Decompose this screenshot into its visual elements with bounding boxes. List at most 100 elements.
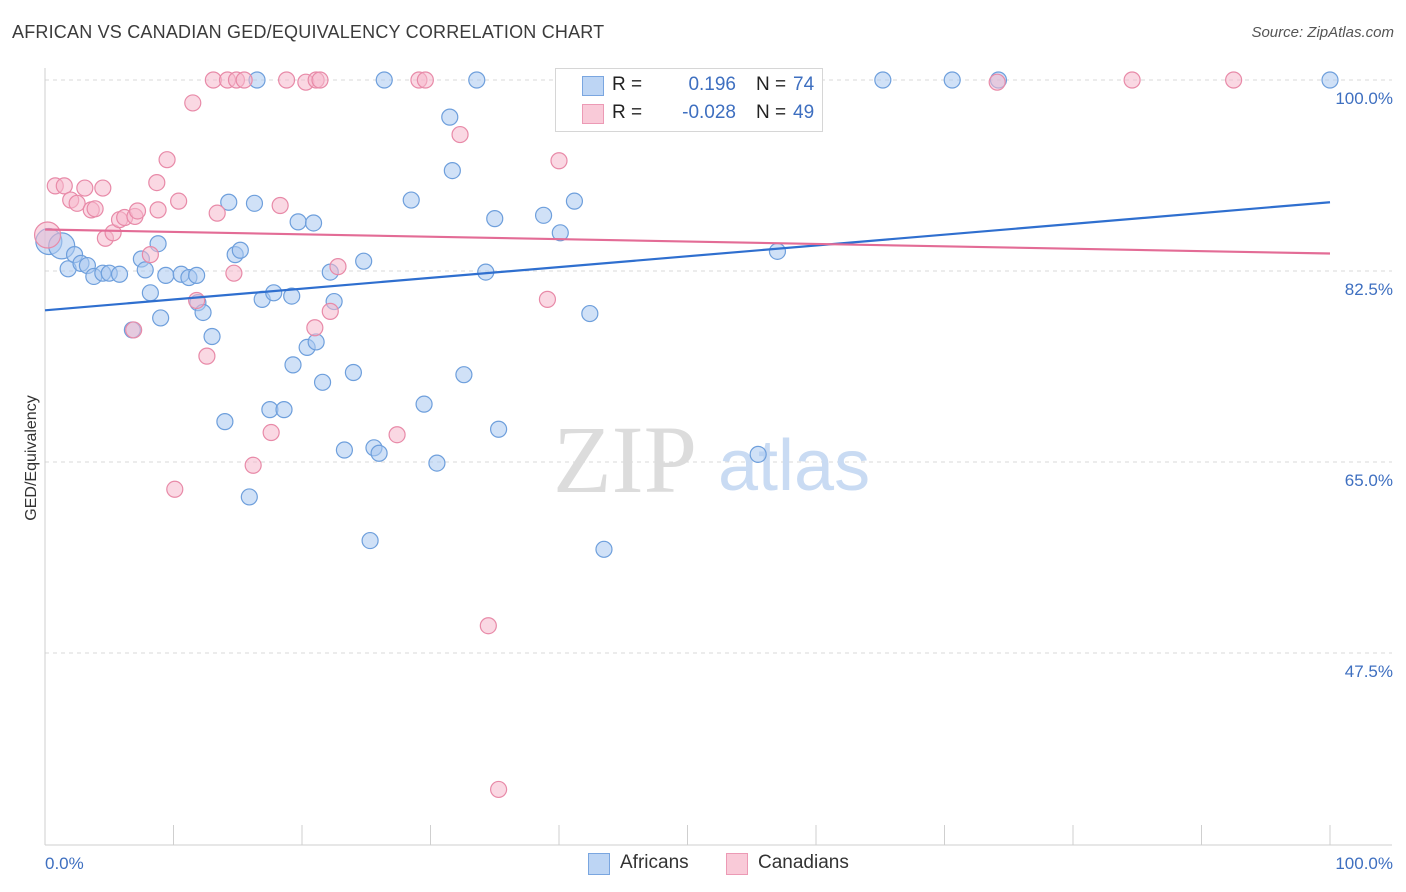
legend-label: Africans <box>620 852 689 873</box>
african-point <box>455 366 473 384</box>
african-point <box>203 327 221 346</box>
canadian-point <box>550 152 568 170</box>
african-point <box>375 71 393 89</box>
african-point <box>157 266 175 284</box>
y-tick-label: 65.0% <box>1345 471 1393 490</box>
grid-layer <box>45 79 1392 654</box>
r-label: R = <box>612 102 643 123</box>
canadian-point <box>451 125 469 144</box>
canadian-point <box>128 202 147 220</box>
r-value: 0.196 <box>688 74 736 95</box>
african-point <box>370 444 388 462</box>
african-point <box>284 356 302 374</box>
african-point <box>443 161 461 180</box>
watermark: ZIP atlas <box>553 406 870 513</box>
canadian-point <box>1123 71 1141 89</box>
canadians-swatch <box>726 853 748 875</box>
african-point <box>565 192 584 210</box>
y-tick-label: 47.5% <box>1345 662 1393 681</box>
african-point <box>275 401 293 419</box>
canadian-point <box>225 264 243 282</box>
canadian-point <box>262 423 280 442</box>
canadian-point <box>33 221 62 249</box>
african-point <box>534 206 553 224</box>
canadian-point <box>388 426 406 444</box>
african-point <box>283 287 301 305</box>
n-label: N = <box>756 102 787 123</box>
african-point <box>441 108 459 126</box>
y-axis-label: GED/Equivalency <box>23 395 40 520</box>
canadian-point <box>68 194 86 212</box>
african-point <box>304 214 323 232</box>
canadian-point <box>184 94 202 112</box>
african-point <box>874 71 892 89</box>
african-point <box>428 454 446 472</box>
canadian-point <box>166 480 184 498</box>
canadian-point <box>188 291 206 310</box>
legend-label: Canadians <box>758 852 849 873</box>
african-point <box>486 210 504 228</box>
r-value: -0.028 <box>682 102 736 123</box>
canadian-point <box>244 456 262 474</box>
n-label: N = <box>756 74 787 95</box>
africans-trend-line <box>44 201 1331 312</box>
african-point <box>152 309 170 327</box>
canadian-point <box>306 319 324 337</box>
canadian-point <box>277 71 296 89</box>
african-point <box>240 488 258 506</box>
canadian-point <box>170 192 188 210</box>
african-point <box>1321 71 1339 89</box>
canadian-point <box>321 302 339 320</box>
canadians-swatch <box>582 104 604 124</box>
african-point <box>216 413 234 431</box>
african-point <box>749 445 767 463</box>
canadian-point <box>1225 71 1243 89</box>
stats-legend: R = 0.196 N = 74 R = -0.028 N = 49 <box>555 68 823 132</box>
canadian-point <box>416 71 434 89</box>
african-point <box>231 241 249 259</box>
x-tick-label-start: 0.0% <box>45 854 84 873</box>
african-point <box>220 193 238 211</box>
tick-label-layer: 100.0% 82.5% 65.0% 47.5% 0.0% 100.0% <box>45 89 1393 873</box>
canadian-point <box>55 177 73 195</box>
african-point <box>490 420 508 438</box>
african-point <box>141 284 159 302</box>
canadian-point <box>538 290 557 308</box>
watermark-zip: ZIP <box>553 406 697 513</box>
african-point <box>768 242 787 260</box>
african-point <box>355 252 373 270</box>
canadian-point <box>208 204 226 222</box>
canadian-point <box>271 196 289 215</box>
canadian-point <box>329 258 347 276</box>
african-point <box>581 304 599 323</box>
african-point <box>344 363 362 382</box>
african-point <box>265 284 283 302</box>
chart-title: AFRICAN VS CANADIAN GED/EQUIVALENCY CORR… <box>12 22 605 42</box>
african-point <box>188 266 206 284</box>
axis-layer <box>44 68 1392 846</box>
african-point <box>415 395 433 413</box>
african-point <box>402 191 420 209</box>
african-point <box>136 261 154 279</box>
african-point <box>468 71 486 89</box>
source-label: Source: ZipAtlas.com <box>1251 24 1394 41</box>
canadian-point <box>158 151 176 169</box>
canadian-point <box>988 73 1006 91</box>
canadian-point <box>125 321 143 339</box>
african-point <box>307 333 325 351</box>
canadian-point <box>198 347 216 365</box>
canadian-point <box>490 780 508 799</box>
africans-swatch <box>588 853 610 875</box>
n-value: 74 <box>793 74 815 95</box>
canadian-point <box>311 71 329 89</box>
africans-swatch <box>582 76 604 96</box>
african-point <box>289 213 307 231</box>
african-point <box>313 373 332 391</box>
african-point <box>110 265 129 283</box>
canadian-point <box>86 200 104 218</box>
canadian-point <box>94 179 112 197</box>
african-point <box>335 441 354 459</box>
canadian-point <box>141 246 159 264</box>
x-tick-label-end: 100.0% <box>1335 854 1393 873</box>
